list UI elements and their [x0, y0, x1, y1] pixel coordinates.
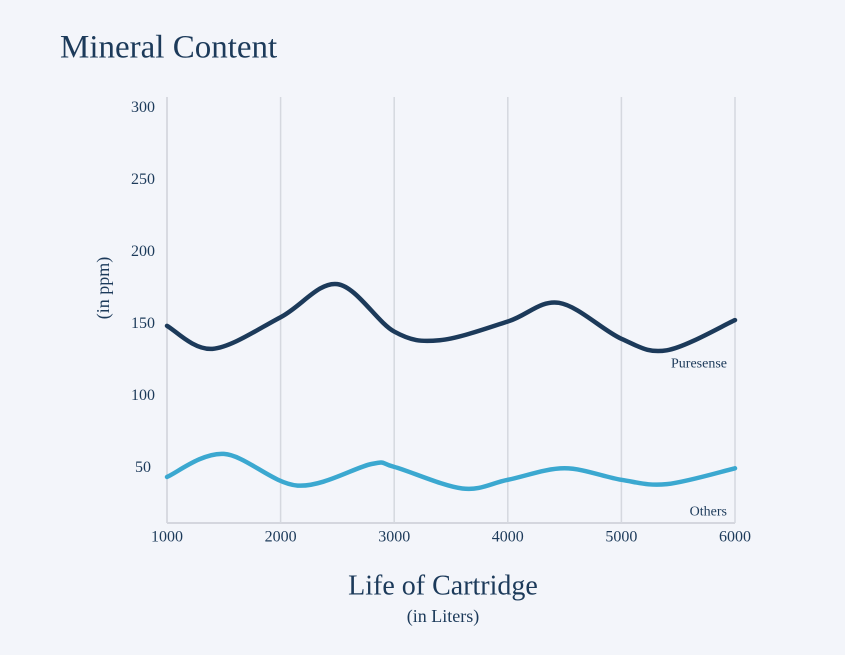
chart-title: Mineral Content	[60, 30, 277, 66]
x-tick-label: 5000	[605, 529, 637, 546]
series-line	[164, 281, 738, 354]
x-tick-label: 2000	[265, 529, 297, 546]
x-tick-label: 6000	[719, 529, 751, 546]
y-tick-label: 150	[131, 315, 155, 332]
x-tick-label: 4000	[492, 529, 524, 546]
x-tick-label: 1000	[151, 529, 183, 546]
y-tick-label: 250	[131, 171, 155, 188]
series-label: Puresense	[671, 356, 727, 371]
x-axis-subtitle: (in Liters)	[407, 606, 479, 627]
y-tick-label: 50	[135, 459, 151, 476]
x-tick-label: 3000	[378, 529, 410, 546]
y-tick-label: 100	[131, 387, 155, 404]
y-tick-label: 300	[131, 99, 155, 116]
y-axis-title: (in ppm)	[93, 257, 114, 320]
x-axis-title: Life of Cartridge	[348, 570, 538, 601]
series-line	[164, 451, 738, 492]
series-label: Others	[690, 505, 727, 520]
y-tick-label: 200	[131, 243, 155, 260]
